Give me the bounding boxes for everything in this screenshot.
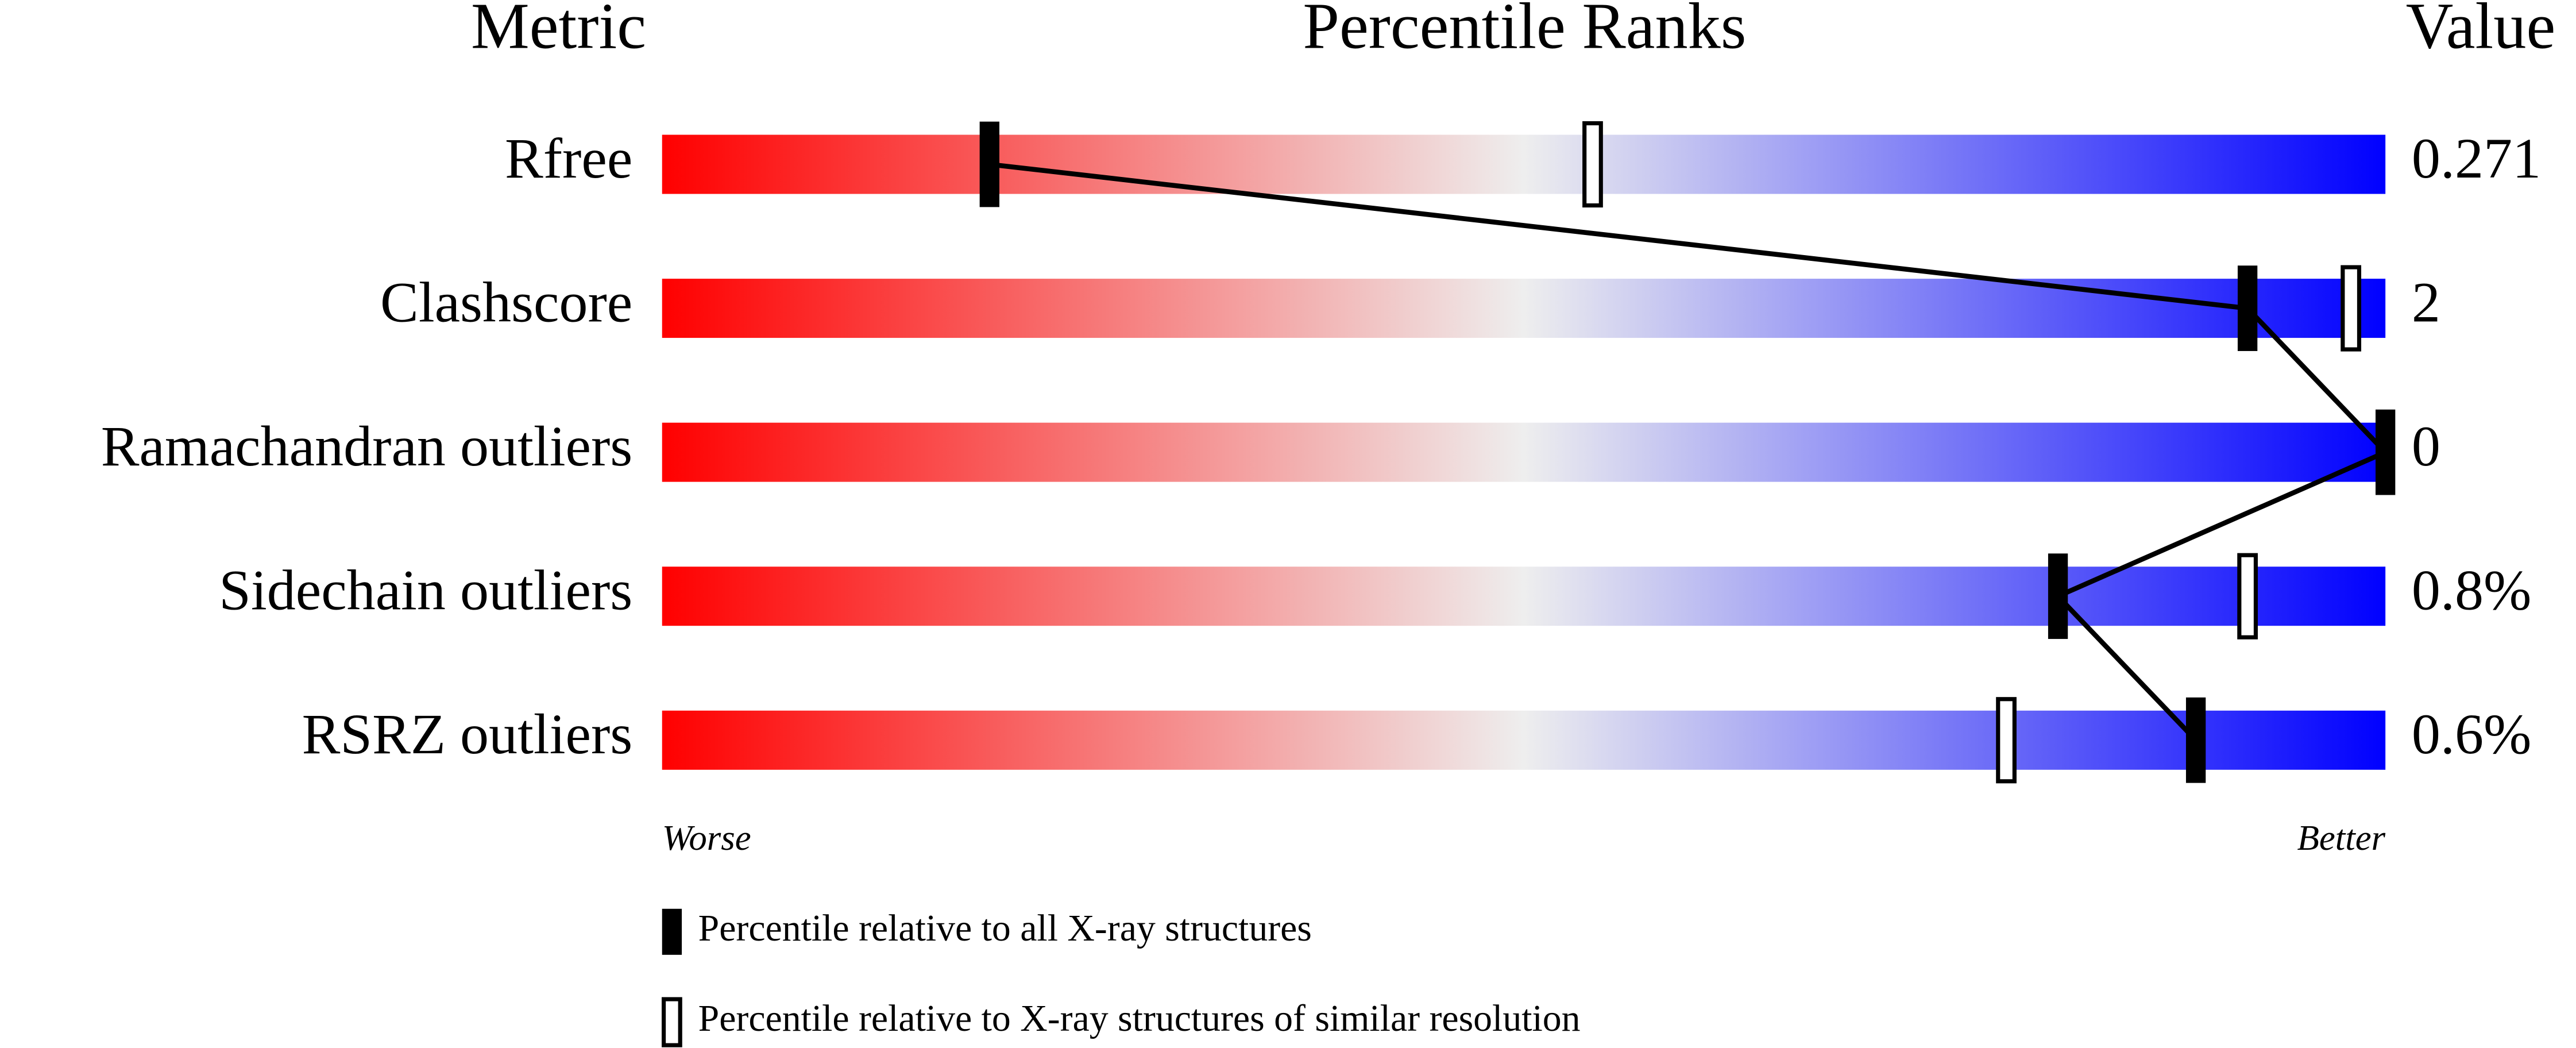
metric-value: 2 <box>2412 271 2440 334</box>
legend-label: Percentile relative to all X-ray structu… <box>698 907 1312 949</box>
marker-filled <box>2237 265 2258 351</box>
metric-value: 0.8% <box>2412 558 2532 622</box>
metric-value: 0.271 <box>2412 126 2541 190</box>
metric-label: Clashscore <box>380 271 632 334</box>
percentile-bar <box>662 134 2386 194</box>
marker-hollow <box>1582 121 1603 208</box>
marker-filled <box>2376 409 2396 495</box>
percentile-bar <box>662 422 2386 482</box>
metric-label: Ramachandran outliers <box>101 414 633 478</box>
metric-value: 0.6% <box>2412 702 2532 766</box>
legend-swatch <box>662 997 682 1047</box>
metric-label: Rfree <box>505 126 632 190</box>
worse-label: Worse <box>662 818 751 858</box>
marker-hollow <box>2341 265 2362 352</box>
marker-hollow <box>1996 697 2017 784</box>
percentile-bar <box>662 710 2386 770</box>
metric-label: RSRZ outliers <box>302 702 633 766</box>
legend-swatch <box>662 908 682 955</box>
marker-hollow <box>2237 553 2258 639</box>
legend-label: Percentile relative to X-ray structures … <box>698 997 1581 1039</box>
marker-filled <box>2185 697 2206 783</box>
better-label: Better <box>2297 818 2385 858</box>
metric-label: Sidechain outliers <box>219 558 632 622</box>
marker-filled <box>2048 553 2068 639</box>
percentile-bar <box>662 567 2386 626</box>
header-percentile: Percentile Ranks <box>1303 0 1746 62</box>
marker-filled <box>979 121 999 207</box>
header-metric: Metric <box>471 0 646 62</box>
metric-value: 0 <box>2412 414 2440 478</box>
header-value: Value <box>2406 0 2556 62</box>
percentile-bar <box>662 279 2386 338</box>
